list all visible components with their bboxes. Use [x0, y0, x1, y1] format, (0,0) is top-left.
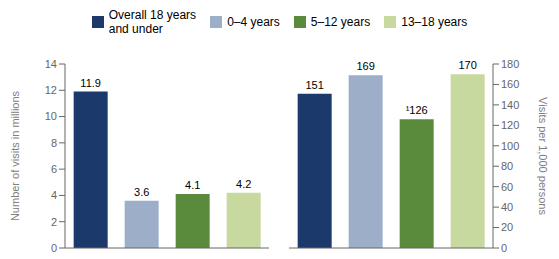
- svg-text:60: 60: [501, 181, 513, 193]
- html-text:Overall 18 years and under: Overall 18 years and under: [108, 8, 197, 36]
- svg-text:0: 0: [501, 242, 507, 254]
- html-text:0–4 years: 0–4 years: [227, 15, 280, 29]
- svg-text:170: 170: [458, 59, 476, 71]
- svg-text:151: 151: [305, 79, 323, 91]
- svg-text:¹126: ¹126: [406, 104, 428, 116]
- svg-text:40: 40: [501, 201, 513, 213]
- svg-text:4.2: 4.2: [236, 178, 251, 190]
- svg-text:4: 4: [51, 189, 57, 201]
- svg-text:2: 2: [51, 216, 57, 228]
- svg-text:100: 100: [501, 140, 519, 152]
- svg-text:140: 140: [501, 99, 519, 111]
- svg-text:12: 12: [45, 84, 57, 96]
- svg-text:169: 169: [356, 60, 374, 72]
- svg-text:14: 14: [45, 58, 57, 70]
- svg-text:10: 10: [45, 110, 57, 122]
- svg-text:180: 180: [501, 58, 519, 70]
- svg-text:3.6: 3.6: [134, 186, 149, 198]
- svg-text:8: 8: [51, 137, 57, 149]
- svg-text:11.9: 11.9: [80, 77, 101, 89]
- svg-text:80: 80: [501, 160, 513, 172]
- svg-text:6: 6: [51, 163, 57, 175]
- svg-text:Number of visits in millions: Number of visits in millions: [9, 90, 21, 221]
- svg-text:0: 0: [51, 242, 57, 254]
- svg-text:Visits per 1,000 persons: Visits per 1,000 persons: [537, 97, 549, 215]
- svg-text:120: 120: [501, 119, 519, 131]
- html-text:5–12 years: 5–12 years: [310, 15, 371, 29]
- svg-text:4.1: 4.1: [185, 179, 200, 191]
- svg-text:160: 160: [501, 78, 519, 90]
- html-text:13–18 years: 13–18 years: [401, 15, 468, 29]
- svg-text:20: 20: [501, 221, 513, 233]
